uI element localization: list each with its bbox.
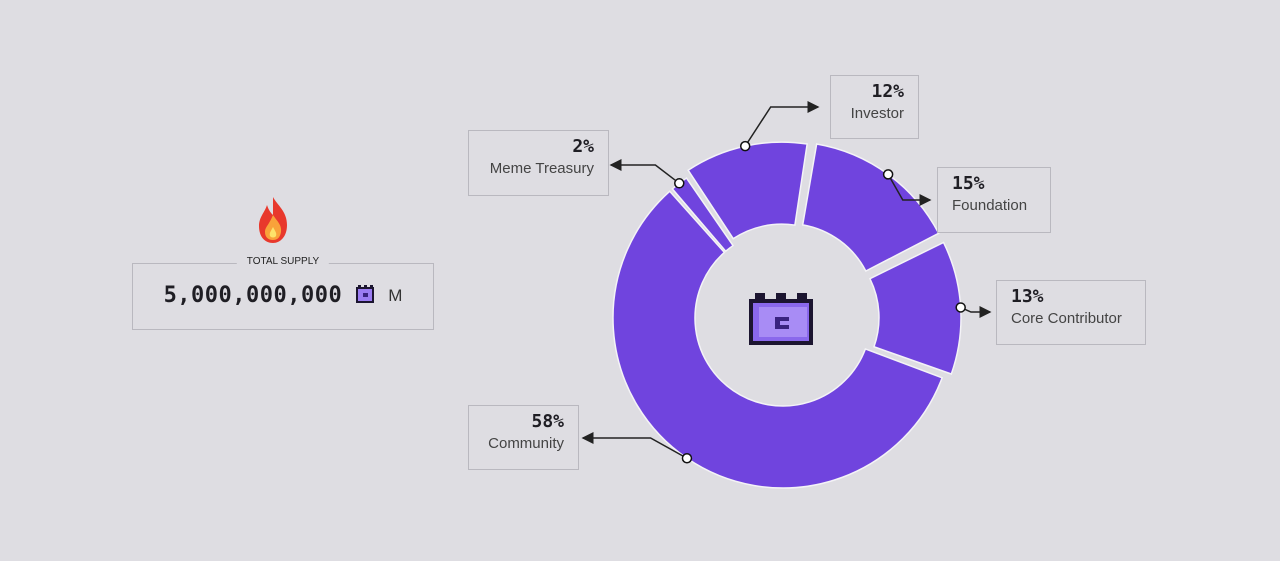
label-foundation: 15% Foundation xyxy=(937,167,1051,233)
label-name: Community xyxy=(488,435,564,452)
label-name: Investor xyxy=(850,105,904,122)
label-percent: 13% xyxy=(1011,286,1044,307)
castle-token-icon xyxy=(354,284,376,308)
label-percent: 12% xyxy=(871,81,904,102)
label-meme-treasury: 2% Meme Treasury xyxy=(468,130,609,196)
label-percent: 58% xyxy=(531,411,564,432)
leader-line xyxy=(744,101,820,147)
total-supply-value: 5,000,000,000 xyxy=(163,283,343,308)
label-percent: 15% xyxy=(952,173,985,194)
leader-dot xyxy=(955,302,966,313)
label-community: 58% Community xyxy=(468,405,579,470)
flame-icon xyxy=(255,195,291,249)
leader-dot xyxy=(674,178,685,189)
leader-line xyxy=(581,432,688,459)
slice-community xyxy=(612,190,944,489)
total-supply-title: TOTAL SUPPLY xyxy=(236,256,330,267)
leader-dot xyxy=(681,453,693,464)
label-name: Meme Treasury xyxy=(489,160,594,177)
leader-line xyxy=(609,159,680,184)
label-percent: 2% xyxy=(572,136,594,157)
total-supply-box: TOTAL SUPPLY 5,000,000,000 M xyxy=(132,256,434,330)
slice-foundation xyxy=(801,143,940,273)
leader-line xyxy=(887,173,932,206)
label-core-contributor: 13% Core Contributor xyxy=(996,280,1146,345)
leader-dot xyxy=(882,169,894,180)
label-investor: 12% Investor xyxy=(830,75,919,139)
slice-investor xyxy=(687,141,808,240)
slice-core-contributor xyxy=(868,241,962,375)
center-castle-icon xyxy=(749,293,813,345)
label-name: Foundation xyxy=(952,197,1028,214)
leader-dot xyxy=(739,140,751,152)
label-name: Core Contributor xyxy=(1011,310,1122,327)
total-supply-unit: M xyxy=(388,285,403,305)
